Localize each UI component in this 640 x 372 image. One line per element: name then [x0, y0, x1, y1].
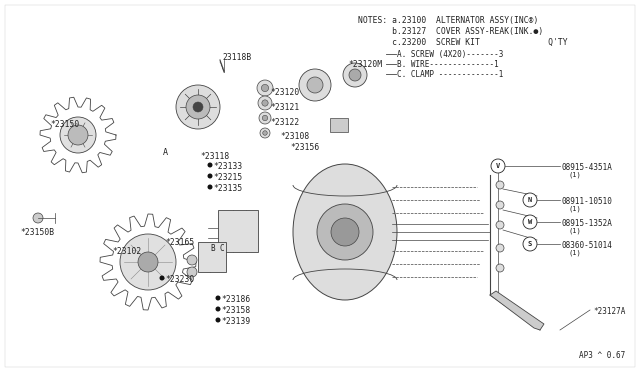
Text: *23108: *23108: [280, 132, 309, 141]
Circle shape: [207, 185, 212, 189]
Text: AP3 ^ 0.67: AP3 ^ 0.67: [579, 351, 625, 360]
Text: *23215: *23215: [213, 173, 243, 182]
Circle shape: [257, 80, 273, 96]
Text: (1): (1): [569, 250, 582, 257]
Circle shape: [216, 317, 221, 323]
Text: *23133: *23133: [213, 162, 243, 171]
Text: *23139: *23139: [221, 317, 250, 326]
Circle shape: [343, 63, 367, 87]
Circle shape: [193, 102, 203, 112]
Circle shape: [68, 125, 88, 145]
Circle shape: [138, 252, 158, 272]
Circle shape: [523, 193, 537, 207]
Circle shape: [491, 159, 505, 173]
Circle shape: [187, 255, 197, 265]
Text: NOTES: a.23100  ALTERNATOR ASSY(INC®): NOTES: a.23100 ALTERNATOR ASSY(INC®): [358, 16, 538, 25]
Text: 08360-51014: 08360-51014: [562, 241, 613, 250]
Circle shape: [159, 276, 164, 280]
Text: 08915-1352A: 08915-1352A: [562, 219, 613, 228]
Circle shape: [259, 112, 271, 124]
Circle shape: [261, 84, 269, 92]
Text: *23150B: *23150B: [20, 228, 54, 237]
Circle shape: [299, 69, 331, 101]
Text: b.23127  COVER ASSY-REAK(INK.●): b.23127 COVER ASSY-REAK(INK.●): [358, 27, 543, 36]
Ellipse shape: [293, 164, 397, 300]
Circle shape: [349, 69, 361, 81]
Bar: [275, 55, 355, 140]
Circle shape: [258, 96, 272, 110]
Polygon shape: [490, 291, 544, 330]
Text: *23102: *23102: [112, 247, 141, 256]
Circle shape: [317, 204, 373, 260]
Text: *23156: *23156: [290, 143, 319, 152]
Text: *23158: *23158: [221, 306, 250, 315]
Text: (1): (1): [569, 206, 582, 212]
Bar: [200, 155, 410, 310]
Text: *23127A: *23127A: [593, 307, 625, 316]
Text: *23122: *23122: [270, 118, 300, 127]
Text: *23118: *23118: [200, 152, 229, 161]
Circle shape: [176, 85, 220, 129]
Circle shape: [60, 117, 96, 153]
Text: *23186: *23186: [221, 295, 250, 304]
Circle shape: [496, 201, 504, 209]
Text: C. CLAMP -------------1: C. CLAMP -------------1: [397, 70, 504, 79]
Text: 23118B: 23118B: [222, 53, 252, 62]
Circle shape: [216, 307, 221, 311]
Bar: [330, 118, 348, 132]
Text: W: W: [528, 219, 532, 225]
Text: A: A: [163, 148, 168, 157]
Circle shape: [216, 295, 221, 301]
Text: *23165: *23165: [165, 238, 195, 247]
Circle shape: [523, 215, 537, 229]
Text: (1): (1): [569, 172, 582, 179]
Text: *23120: *23120: [270, 88, 300, 97]
Text: V: V: [496, 163, 500, 169]
Circle shape: [186, 95, 210, 119]
Bar: [218, 210, 258, 252]
Circle shape: [207, 173, 212, 179]
Bar: [212, 167, 398, 298]
Text: B: B: [210, 244, 214, 253]
Circle shape: [33, 213, 43, 223]
Circle shape: [260, 128, 270, 138]
Text: 08915-4351A: 08915-4351A: [562, 163, 613, 172]
Text: B. WIRE--------------1: B. WIRE--------------1: [397, 60, 499, 69]
Text: *23120M: *23120M: [348, 60, 382, 69]
Text: c.23200  SCREW KIT              Q'TY: c.23200 SCREW KIT Q'TY: [358, 38, 568, 47]
Circle shape: [496, 264, 504, 272]
Text: *23135: *23135: [213, 184, 243, 193]
Text: *23230: *23230: [165, 275, 195, 284]
Circle shape: [331, 218, 359, 246]
Text: N: N: [528, 197, 532, 203]
Text: *23150: *23150: [50, 120, 79, 129]
Circle shape: [262, 100, 268, 106]
Circle shape: [262, 115, 268, 121]
Text: A. SCREW (4X20)-------3: A. SCREW (4X20)-------3: [397, 50, 504, 59]
Text: S: S: [528, 241, 532, 247]
Circle shape: [496, 181, 504, 189]
Circle shape: [496, 244, 504, 252]
Circle shape: [263, 131, 268, 135]
Text: 08911-10510: 08911-10510: [562, 197, 613, 206]
Circle shape: [120, 234, 176, 290]
Circle shape: [207, 163, 212, 167]
Circle shape: [523, 237, 537, 251]
Bar: [198, 242, 226, 272]
Circle shape: [187, 267, 197, 277]
Circle shape: [307, 77, 323, 93]
Bar: [148, 60, 248, 155]
Text: *23121: *23121: [270, 103, 300, 112]
Text: (1): (1): [569, 228, 582, 234]
Circle shape: [496, 221, 504, 229]
Text: C: C: [220, 244, 225, 253]
